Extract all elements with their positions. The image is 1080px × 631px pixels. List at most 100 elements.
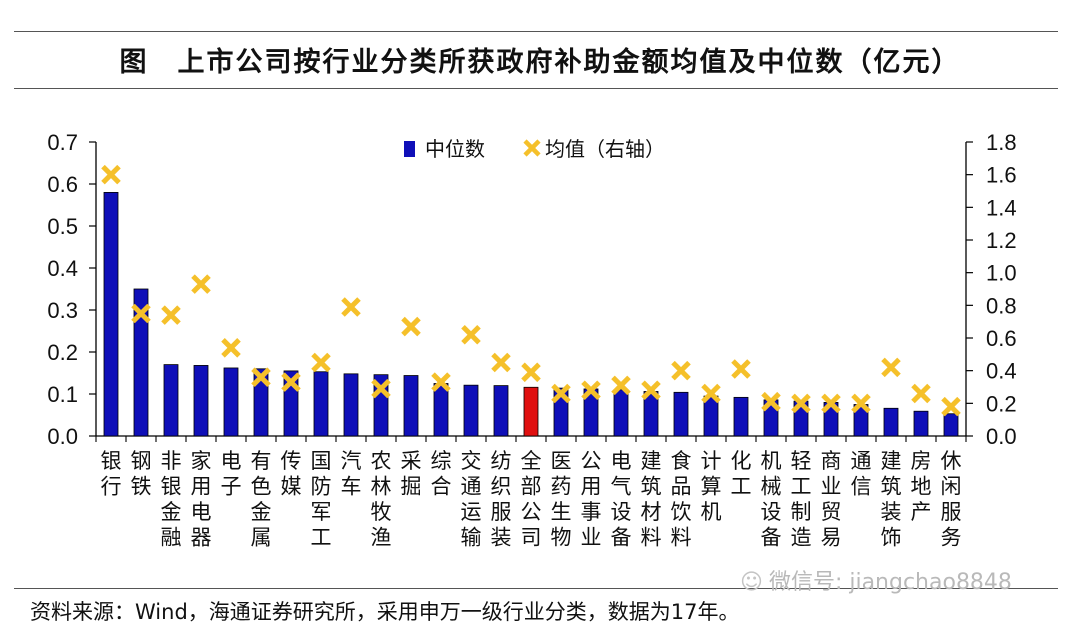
- wechat-icon: ☺: [740, 570, 763, 595]
- top-rule: [14, 31, 1058, 32]
- mean-marker: [881, 357, 901, 378]
- marker-stroke: [281, 372, 301, 392]
- mean-marker: [791, 393, 811, 414]
- marker-stroke: [761, 391, 781, 412]
- category-label: 家用电器: [191, 449, 212, 550]
- watermark: ☺ 微信号: jiangchao8848: [740, 564, 1012, 596]
- y-tick-label-right: 1.6: [986, 163, 1017, 188]
- mean-marker: [101, 164, 121, 185]
- mean-marker: [611, 375, 631, 396]
- mean-marker: [251, 367, 271, 387]
- marker-stroke: [581, 380, 601, 401]
- bar: [733, 396, 749, 437]
- marker-stroke: [131, 303, 151, 324]
- mean-marker: [371, 378, 391, 399]
- category-label: 汽车: [341, 449, 362, 499]
- bar: [433, 383, 449, 437]
- category-label: 化工: [731, 449, 752, 499]
- mean-marker: [671, 360, 691, 381]
- category-label: 通信: [851, 449, 872, 499]
- category-label: 机械设备: [761, 449, 782, 550]
- category-label: 农林牧渔: [371, 449, 392, 550]
- mean-marker: [431, 372, 451, 392]
- y-tick-label-left: 0.7: [47, 130, 78, 155]
- category-label: 公用事业: [581, 449, 602, 550]
- category-label: 交通运输: [461, 449, 482, 550]
- mean-marker: [941, 396, 961, 417]
- mean-marker: [911, 383, 931, 404]
- mean-marker: [341, 297, 361, 317]
- bar: [673, 391, 689, 437]
- legend-swatch-mean: [523, 139, 541, 157]
- marker-stroke: [221, 338, 241, 358]
- category-label: 钢铁: [131, 449, 152, 499]
- marker-stroke: [881, 357, 901, 378]
- y-tick-label-left: 0.6: [47, 172, 78, 197]
- marker-stroke: [101, 164, 121, 185]
- marker-stroke: [611, 375, 631, 396]
- category-label: 医药生物: [551, 449, 572, 550]
- category-label: 休闲服务: [941, 449, 962, 550]
- mean-marker: [731, 359, 751, 379]
- marker-stroke: [431, 372, 451, 392]
- mean-marker: [461, 324, 481, 345]
- mean-marker: [701, 383, 721, 404]
- bottom-rule: [14, 588, 1058, 589]
- bar: [463, 384, 479, 437]
- marker-stroke: [521, 362, 541, 383]
- mean-marker: [311, 352, 331, 373]
- mean-marker: [401, 316, 421, 337]
- category-label: 电子: [221, 449, 242, 499]
- mean-marker: [521, 362, 541, 383]
- y-tick-label-left: 0.4: [47, 256, 78, 281]
- source-note: 资料来源：Wind，海通证券研究所，采用申万一级行业分类，数据为17年。: [30, 600, 740, 624]
- category-label: 建筑装饰: [881, 449, 902, 550]
- category-labels: 银行钢铁非银金融家用电器电子有色金属传媒国防军工汽车农林牧渔采掘综合交通运输纺织…: [101, 449, 962, 550]
- category-label: 商业贸易: [821, 449, 842, 550]
- mean-marker: [761, 391, 781, 412]
- bar: [613, 389, 629, 437]
- category-label: 建筑材料: [641, 449, 662, 550]
- mean-marker: [641, 380, 661, 401]
- legend-label-mean: 均值（右轴）: [545, 138, 665, 161]
- chart-plot: 0.0 0.1 0.2 0.3 0.4 0.5 0.6 0.7 0.0 0.2 0.4 0.6 0.8 1…: [47, 130, 1016, 550]
- marker-stroke: [371, 378, 391, 399]
- mean-marker: [851, 393, 871, 414]
- y-tick-label-left: 0.5: [47, 214, 78, 239]
- bar: [193, 365, 209, 437]
- bar: [163, 364, 179, 437]
- bar: [943, 413, 959, 437]
- category-label: 轻工制造: [791, 449, 812, 550]
- marker-stroke: [491, 352, 511, 373]
- marker-stroke: [461, 324, 481, 345]
- category-label: 电气设备: [611, 449, 632, 550]
- bar: [253, 368, 269, 437]
- bar: [493, 385, 509, 437]
- axes: 0.0 0.1 0.2 0.3 0.4 0.5 0.6 0.7 0.0 0.2 0.4 0.6 0.8 1…: [47, 130, 1016, 449]
- mean-marker: [221, 338, 241, 358]
- mean-marker: [491, 352, 511, 373]
- bar: [223, 367, 239, 437]
- bar: [313, 371, 329, 437]
- mean-marker: [131, 303, 151, 324]
- marker-stroke: [941, 396, 961, 417]
- category-label: 非银金融: [161, 449, 182, 550]
- mean-marker: [191, 274, 211, 294]
- y-tick-label-right: 1.0: [986, 261, 1017, 286]
- marker-stroke: [911, 383, 931, 404]
- category-label: 纺织服装: [491, 449, 512, 550]
- category-label: 国防军工: [311, 449, 332, 550]
- mean-marker: [161, 305, 181, 325]
- category-label: 全部公司: [521, 449, 542, 550]
- marker-stroke: [341, 297, 361, 317]
- marker-stroke: [401, 316, 421, 337]
- category-label: 银行: [101, 449, 122, 499]
- y-tick-label-right: 1.2: [986, 228, 1017, 253]
- marker-stroke: [251, 367, 271, 387]
- marker-stroke: [671, 360, 691, 381]
- y-tick-label-right: 1.8: [986, 130, 1017, 155]
- marker-stroke: [551, 383, 571, 404]
- category-label: 传媒: [281, 449, 302, 499]
- bar: [343, 373, 359, 437]
